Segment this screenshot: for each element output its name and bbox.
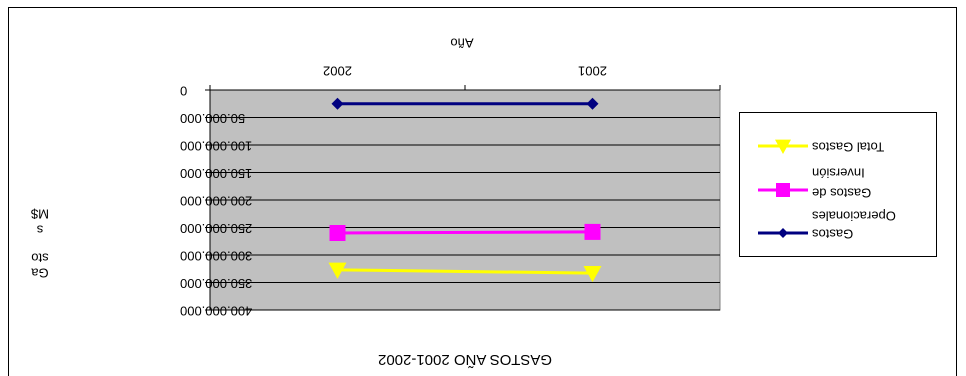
series-line — [337, 230, 593, 235]
data-point — [586, 97, 599, 110]
legend-marker — [776, 183, 790, 197]
y-tick-label: 150.000.000 — [180, 166, 252, 181]
legend-marker — [775, 139, 791, 154]
y-axis-label-line: M$ — [30, 207, 49, 222]
y-tick-label: 300.000.000 — [180, 249, 252, 264]
y-tick-label: 50.000.000 — [180, 111, 245, 126]
legend-label: Gastos — [812, 227, 854, 242]
chart-title: GASTOS AÑO 2001-2002 — [378, 351, 552, 368]
data-point — [331, 97, 344, 110]
data-point — [584, 223, 601, 240]
legend-label: Gastos de — [812, 186, 871, 201]
axes: 0 50.000.000 100.000.000 150.000.000 200.000… — [180, 64, 721, 319]
y-tick-label: 100.000.000 — [180, 139, 252, 154]
y-tick-label: 200.000.000 — [180, 194, 252, 209]
x-tick-label: 2001 — [578, 64, 607, 79]
x-tick-label: 2002 — [323, 64, 352, 79]
legend-label: Operacionales — [812, 209, 896, 224]
legend-label: Inversión — [812, 166, 865, 181]
legend: Gastos Operacionales Gastos de Inversión Tot… — [758, 140, 896, 242]
y-axis-label-line: sto — [31, 251, 48, 266]
data-point — [329, 225, 346, 241]
grid — [210, 89, 720, 311]
y-tick-label: 400.000.000 — [180, 304, 252, 319]
y-tick-label: 0 — [180, 84, 187, 99]
y-axis-label: Gasto sM$ — [30, 207, 49, 281]
series-line — [337, 268, 593, 275]
legend-marker — [778, 228, 788, 238]
legend-label: Total Gastos — [812, 140, 885, 155]
data-point — [583, 265, 602, 283]
series — [328, 97, 602, 283]
y-tick-label: 250.000.000 — [180, 221, 252, 236]
x-axis-label: Año — [450, 36, 473, 51]
y-axis-label-line: Ga — [31, 266, 49, 281]
data-point — [328, 262, 347, 279]
y-axis-label-line: s — [36, 223, 43, 238]
y-tick-label: 350.000.000 — [180, 276, 252, 291]
